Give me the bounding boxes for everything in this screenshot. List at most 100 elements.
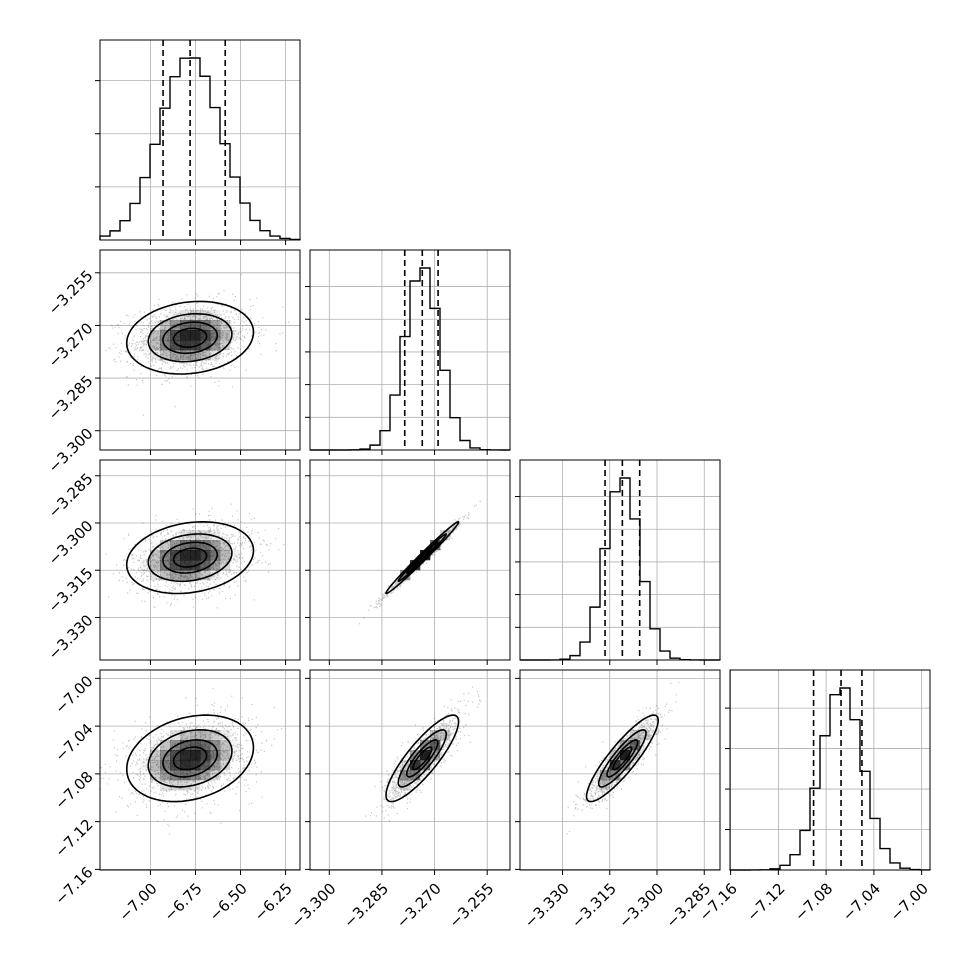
density-cell [200,350,211,361]
panel-frame [99,249,301,451]
panel-3-2 [515,669,721,875]
density-cell [600,770,611,781]
x-tick-label: −7.12 [743,880,788,925]
contour-line [172,547,208,568]
density-cell [610,760,621,771]
density-cell [200,570,211,581]
density-cell [170,560,181,571]
x-tick-label: −7.04 [839,880,884,925]
contour-line [162,321,218,355]
density-cell [180,730,191,741]
panel-frame [519,459,721,661]
density-cell [220,730,231,741]
density-cell [200,320,211,331]
density-cell [630,730,641,741]
density-cell [210,560,221,571]
density-cell [430,750,441,761]
panel-1-1 [305,249,511,455]
density-cell [210,740,221,751]
y-tick-label: −3.315 [45,564,97,616]
x-tick-label: −6.50 [206,880,251,925]
density-cell [150,550,161,561]
density-cell [230,750,241,761]
contour-line [147,533,233,583]
x-tick-label: −7.08 [791,880,836,925]
panel-content [105,273,290,416]
density-cell [440,730,451,741]
density-cell [220,320,231,331]
y-tick-label: −3.330 [45,611,97,663]
contour-line [162,541,218,574]
x-tick-label: −3.300 [288,880,340,932]
density-cell [620,740,631,751]
density-cell [180,540,191,551]
density-cell [160,540,171,551]
density-cell [170,570,181,581]
panel-frame [519,669,721,871]
density-cell [200,740,211,751]
density-cell [180,560,191,571]
y-tick-label: −3.285 [45,470,97,522]
y-tick-label: −3.285 [45,372,97,424]
density-cell [180,750,191,761]
density-cell [180,760,191,771]
density-cell [190,540,201,551]
density-cell [170,540,181,551]
x-tick-label: −3.315 [568,880,620,932]
density-cell [630,740,641,751]
panel-3-1 [305,669,511,875]
y-tick-label: −3.255 [45,267,97,319]
density-cell [180,320,191,331]
density-cell [210,760,221,771]
density-cell [180,330,191,341]
panel-2-1 [305,459,511,665]
density-cell [170,320,181,331]
density-cell [210,570,221,581]
density-cell [150,560,161,571]
y-tick-label: −3.300 [45,425,97,477]
histogram-steps [99,57,301,241]
contour-line [385,714,460,803]
density-cell [220,760,231,771]
x-tick-label: −3.270 [393,880,445,932]
panel-2-0 [95,459,301,665]
density-cell [190,750,201,761]
density-cell [220,740,231,751]
density-cell [620,750,631,761]
density-cell [200,560,211,571]
density-cell [180,770,191,781]
contour-line [597,728,647,788]
density-cell [150,740,161,751]
density-cell [210,330,221,341]
x-tick-label: −6.75 [161,880,206,925]
panel-content [365,686,482,822]
density-cell [420,750,431,761]
density-cell [160,770,171,781]
density-cell [430,740,441,751]
panel-2-2 [515,459,721,665]
panel-frame [729,669,931,871]
panel-3-0 [95,669,301,875]
x-tick-label: −3.255 [445,880,497,932]
panel-content [566,682,680,835]
panel-frame [309,249,511,451]
density-cell [180,350,191,361]
density-cell [160,350,171,361]
density-cell [230,550,241,561]
contour-line [405,738,439,778]
density-cell [190,740,201,751]
y-tick-label: −7.00 [51,672,96,717]
density-cell [430,730,441,741]
density-cell [210,770,221,781]
y-tick-label: −3.270 [45,319,97,371]
panel-content [100,503,285,609]
density-cell [410,750,421,761]
density-cell [200,540,211,551]
density-cell [190,730,201,741]
density-cell [210,530,221,541]
contour-line [147,313,233,363]
y-tick-label: −7.12 [51,815,96,860]
density-cell [220,750,231,761]
density-cell [150,330,161,341]
panel-frame [309,669,511,871]
